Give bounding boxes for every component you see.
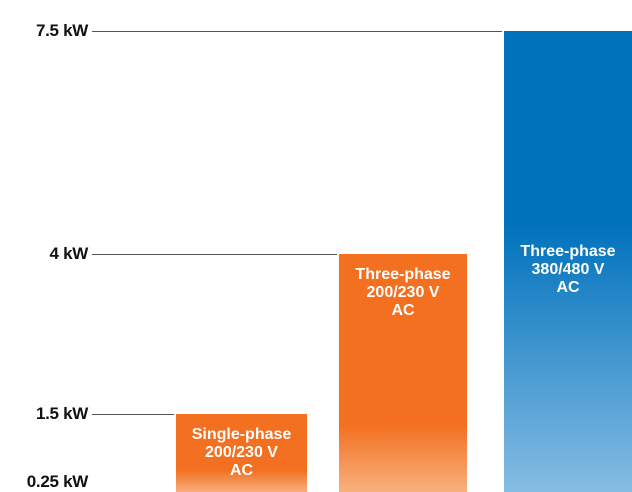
tick-label-025: 0.25 kW — [26, 472, 89, 491]
bar-3 — [504, 31, 632, 492]
tick-label-75: 7.5 kW — [35, 21, 88, 40]
bar-label-3: Three-phase 380/480 V AC — [520, 243, 616, 296]
bar-2 — [339, 254, 467, 492]
tick-label-4: 4 kW — [49, 244, 89, 263]
tick-label-15: 1.5 kW — [35, 404, 88, 423]
bar-1 — [176, 414, 307, 492]
bar-label-1: Single-phase 200/230 V AC — [191, 426, 292, 479]
bar-label-2: Three-phase 200/230 V AC — [355, 266, 451, 319]
